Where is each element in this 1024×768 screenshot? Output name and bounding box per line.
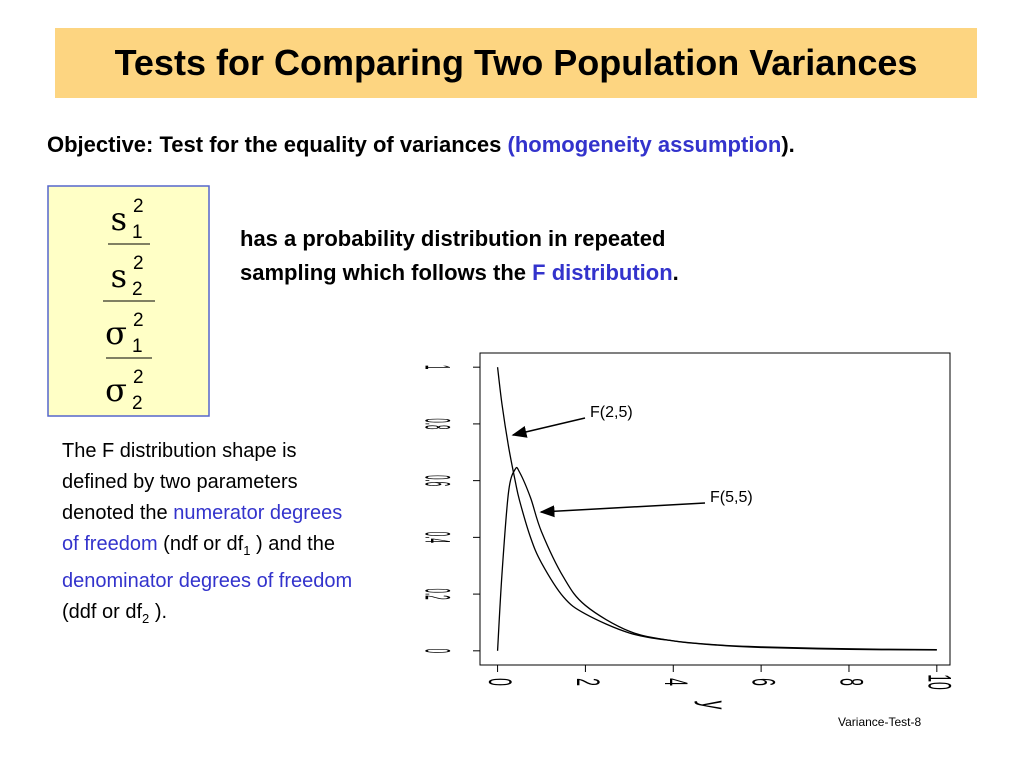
statement-line: sampling which follows the <box>240 260 533 285</box>
statement-line: has a probability distribution in repeat… <box>240 226 666 251</box>
y-tick-label: 0.8 <box>417 418 456 429</box>
fraction-symbol: s <box>111 257 127 295</box>
x-tick-label: 8 <box>833 678 868 686</box>
paragraph-text: denominator degrees of freedom <box>62 570 353 592</box>
plot-frame <box>479 352 951 666</box>
x-tick-label: 6 <box>745 678 780 686</box>
y-tick-label: 0.4 <box>417 532 456 543</box>
paragraph-text: ). <box>149 601 168 623</box>
x-axis-label: y <box>693 701 734 710</box>
legend-label: F(2,5) <box>590 404 633 421</box>
fraction-superscript: 2 <box>133 310 144 331</box>
y-tick-label: 0 <box>417 649 456 653</box>
fraction-subscript: 1 <box>132 336 143 357</box>
subscript: 2 <box>142 611 150 626</box>
paragraph-text: (ddf or df <box>62 601 143 623</box>
x-tick-label: 0 <box>481 678 516 686</box>
footer: Variance-Test-8 <box>838 715 922 729</box>
paragraph-text: numerator degrees <box>173 502 343 524</box>
objective-lead: Objective: Test for the equality of vari… <box>47 132 508 157</box>
objective-tail: ). <box>781 132 795 157</box>
paragraph-line: The F distribution shape is <box>62 436 352 467</box>
paragraph-line: denoted the numerator degrees <box>62 498 352 529</box>
objective: Objective: Test for the equality of vari… <box>47 132 795 158</box>
objective-highlight: (homogeneity assumption <box>507 132 782 157</box>
fraction-symbol: σ <box>105 314 127 352</box>
paragraph-text: defined by two parameters <box>62 471 298 493</box>
x-tick-label: 4 <box>657 678 692 686</box>
subscript: 1 <box>243 543 251 558</box>
paragraph-line: denominator degrees of freedom <box>62 566 352 597</box>
annotation-arrow <box>511 417 586 438</box>
paragraph-text: denoted the <box>62 502 174 524</box>
paragraph-line: (ddf or df2 ). <box>62 597 352 634</box>
fraction-subscript: 2 <box>132 393 143 414</box>
slide-title: Tests for Comparing Two Population Varia… <box>55 28 977 98</box>
fraction-symbol: σ <box>105 371 127 409</box>
paragraph: The F distribution shape is defined by tw… <box>62 436 352 634</box>
statement-tail: . <box>672 260 679 285</box>
density-curve <box>496 466 937 651</box>
paragraph-text: (ndf or df <box>157 533 244 555</box>
fraction-superscript: 2 <box>133 253 144 274</box>
paragraph-text: The F distribution shape is <box>62 440 297 462</box>
paragraph-line: of freedom (ndf or df1 ) and the <box>62 529 352 566</box>
fraction-symbol: s <box>111 200 127 238</box>
x-tick-label: 2 <box>569 678 604 686</box>
fraction-subscript: 2 <box>132 279 143 300</box>
fraction-superscript: 2 <box>133 367 144 388</box>
y-tick-label: 0.2 <box>417 589 456 600</box>
paragraph-line: defined by two parameters <box>62 467 352 498</box>
legend-label: F(5,5) <box>710 489 753 506</box>
fraction-subscript: 1 <box>132 222 143 243</box>
statement: has a probability distribution in repeat… <box>240 222 679 290</box>
fraction-superscript: 2 <box>133 196 144 217</box>
paragraph-text: of freedom <box>62 533 158 555</box>
paragraph-text: ) and the <box>250 533 335 555</box>
statement-highlight: F distribution <box>532 260 673 285</box>
x-tick-label: 10 <box>921 674 956 690</box>
y-tick-label: 1 <box>417 365 456 369</box>
annotation-arrow <box>539 502 706 518</box>
y-tick-label: 0.6 <box>417 475 456 486</box>
